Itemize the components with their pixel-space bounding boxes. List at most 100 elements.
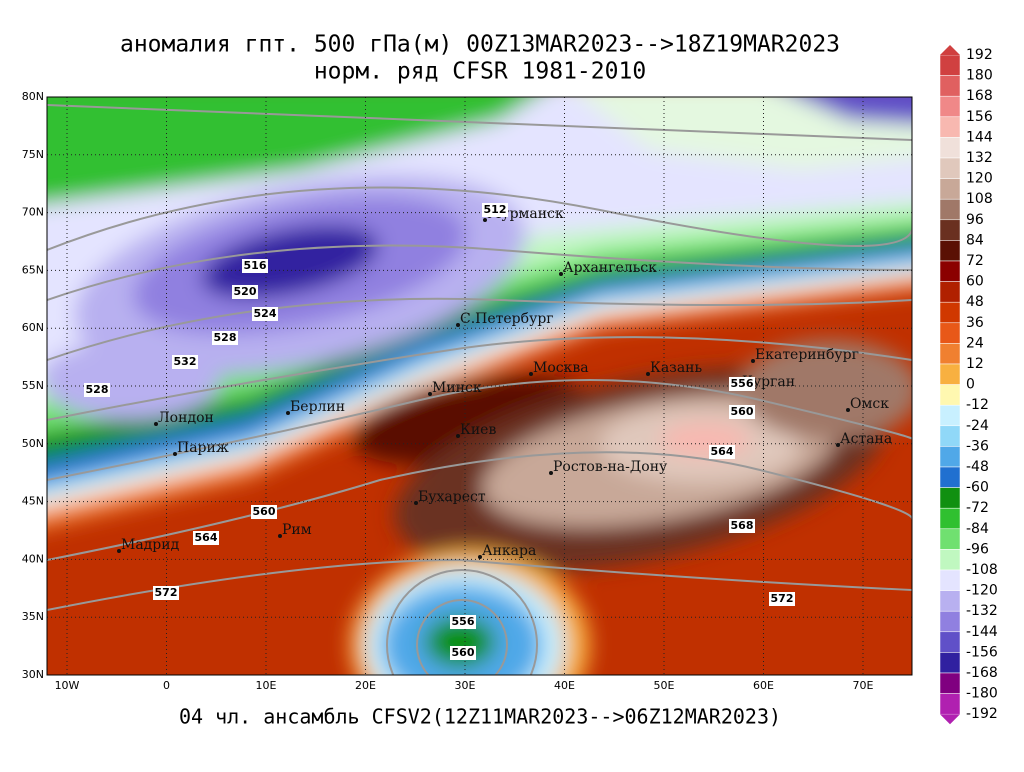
city-label: Берлин (290, 399, 345, 415)
colorbar-segment (939, 116, 961, 138)
colorbar-segment (939, 466, 961, 488)
lon-label: 60E (753, 679, 774, 692)
colorbar-label: -96 (966, 541, 989, 557)
contour-label-box (709, 445, 735, 459)
lat-label: 65N (22, 263, 44, 276)
colorbar-label: 168 (966, 88, 993, 104)
contour-label: 560 (253, 505, 276, 518)
colorbar-label: 120 (966, 171, 993, 187)
colorbar-end (940, 714, 960, 725)
colorbar-label: 96 (966, 212, 984, 228)
contour-label: 524 (254, 307, 277, 320)
contour-label: 556 (731, 377, 754, 390)
city-dot (483, 218, 487, 222)
contour-label: 528 (214, 331, 237, 344)
colorbar-segment (939, 137, 961, 159)
colorbar-segment (939, 363, 961, 385)
city-dot (117, 549, 121, 553)
colorbar-label: 0 (966, 377, 975, 393)
contour-label: 568 (731, 519, 754, 532)
colorbar-segment (939, 178, 961, 200)
city-dot (286, 411, 290, 415)
lon-label: 70E (853, 679, 874, 692)
city-label: Омск (850, 396, 889, 412)
city-dot (456, 323, 460, 327)
city-label: Париж (177, 440, 229, 456)
city-dot (154, 422, 158, 426)
colorbar-label: 60 (966, 274, 984, 290)
contour-label-box (450, 615, 476, 629)
colorbar-label: 36 (966, 315, 984, 331)
footer: 04 чл. ансамбль CFSV2(12Z11MAR2023-->06Z… (179, 705, 781, 729)
colorbar-segment (939, 549, 961, 571)
colorbar-label: 180 (966, 68, 993, 84)
contour-label-box (251, 505, 277, 519)
colorbar-end (940, 45, 960, 55)
contour-label-box (84, 383, 110, 397)
colorbar-segment (939, 404, 961, 427)
colorbar-label: -84 (966, 521, 989, 537)
colorbar-label: -156 (966, 644, 998, 660)
colorbar-segment (939, 487, 961, 509)
colorbar-segment (939, 569, 961, 591)
contour-label-box (729, 377, 755, 391)
city-dot (751, 359, 755, 363)
colorbar-label: 132 (966, 150, 993, 166)
contour-label: 564 (195, 531, 218, 544)
colorbar-label: -120 (966, 583, 998, 599)
contour-label: 556 (452, 615, 475, 628)
contour-label-box (252, 307, 278, 321)
lat-label: 40N (22, 552, 44, 565)
colorbar-segment (939, 631, 961, 653)
city-label: Москва (533, 360, 589, 376)
city-dot (836, 443, 840, 447)
colorbar-segment (939, 322, 961, 344)
lon-label: 0 (163, 679, 170, 692)
colorbar-segment (939, 219, 961, 241)
colorbar-label: -48 (966, 459, 989, 475)
colorbar-segment (939, 446, 961, 468)
city-dot (478, 555, 482, 559)
lat-label: 60N (22, 321, 44, 334)
colorbar-segment (939, 425, 961, 447)
contour-label: 564 (711, 445, 734, 458)
lat-label: 35N (22, 610, 44, 623)
city-dot (456, 434, 460, 438)
map-frame (46, 96, 913, 676)
colorbar-segment (939, 343, 961, 365)
colorbar-label: -36 (966, 438, 989, 454)
lon-label: 10W (55, 679, 80, 692)
lat-label: 75N (22, 148, 44, 161)
colorbar-label: -108 (966, 562, 998, 578)
contour-label: 572 (771, 592, 794, 605)
city-dot (173, 452, 177, 456)
contour-label-box (172, 355, 198, 369)
lon-label: 10E (256, 679, 277, 692)
colorbar-label: -60 (966, 480, 989, 496)
city-label: Анкара (482, 543, 536, 559)
city-label: С.Петербург (460, 311, 554, 327)
colorbar-segment (939, 672, 961, 694)
colorbar-segment (939, 610, 961, 633)
city-label: Казань (650, 360, 702, 376)
colorbar-segment (939, 693, 961, 715)
city-label: Лондон (158, 410, 214, 426)
colorbar-label: 48 (966, 294, 984, 310)
colorbar-label: 72 (966, 253, 984, 269)
colorbar-segment (939, 54, 961, 76)
colorbar-segment (939, 281, 961, 303)
colorbar-label: 192 (966, 47, 993, 63)
city-label: Ростов-на-Дону (553, 459, 668, 475)
contour-label: 572 (155, 586, 178, 599)
colorbar-label: -180 (966, 686, 998, 702)
contour-label-box (153, 586, 179, 600)
city-label: Екатеринбург (755, 347, 859, 363)
colorbar-segment (939, 75, 961, 97)
colorbar-segment (939, 95, 961, 118)
city-label: Курган (742, 374, 795, 390)
city-dot (529, 372, 533, 376)
lat-label: 45N (22, 495, 44, 508)
colorbar-label: 156 (966, 109, 993, 125)
colorbar-label: -132 (966, 603, 998, 619)
